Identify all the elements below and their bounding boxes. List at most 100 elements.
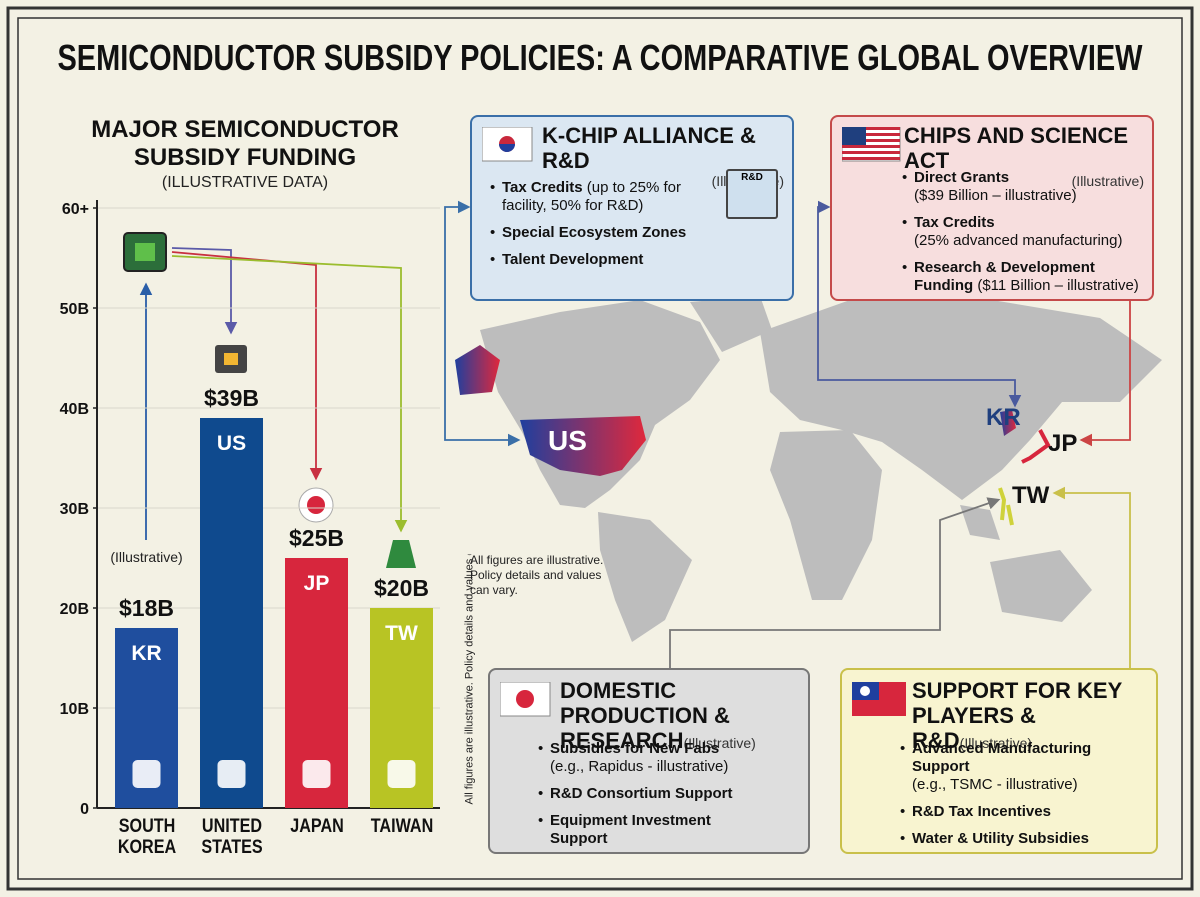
- item-head: R&D Consortium Support: [550, 785, 733, 802]
- map-label: KR: [986, 404, 1021, 431]
- x-tick-label: SOUTH KOREA: [117, 816, 176, 858]
- connector: [1052, 486, 1131, 668]
- item-detail: ($11 Billion – illustrative): [977, 277, 1139, 294]
- map-label: US: [548, 425, 587, 456]
- connector: [171, 247, 238, 335]
- korea-highlight: [1000, 410, 1016, 436]
- bar-icon: [217, 760, 246, 788]
- connector: [171, 251, 323, 481]
- bar: [200, 418, 263, 808]
- item-detail: (e.g., TSMC - illustrative): [912, 776, 1078, 793]
- connector: [669, 497, 1001, 668]
- list-item: Water & Utility Subsidies: [900, 830, 1150, 848]
- panel: DOMESTIC PRODUCTION & RESEARCH(Illustrat…: [488, 668, 810, 854]
- connector: [444, 200, 521, 447]
- chart-title: MAJOR SEMICONDUCTOR SUBSIDY FUNDING: [91, 116, 399, 171]
- item-list: Tax Credits (up to 25% for facility, 50%…: [490, 179, 700, 278]
- southeast-asia: [960, 505, 1000, 540]
- item-detail: (25% advanced manufacturing): [914, 232, 1123, 249]
- item-head: Talent Development: [502, 251, 644, 268]
- list-item: Talent Development: [490, 251, 700, 269]
- list-item: Equipment Investment Support: [538, 812, 758, 848]
- bar-icon: [302, 760, 331, 788]
- item-head: Subsidies for New Fabs: [550, 740, 720, 757]
- list-item: Subsidies for New Fabs (e.g., Rapidus - …: [538, 740, 758, 776]
- bar-code: KR: [131, 642, 161, 665]
- y-tick-label: 40B: [60, 401, 89, 418]
- panel-title: CHIPS AND SCIENCE ACT: [904, 123, 1129, 173]
- item-head: Direct Grants: [914, 169, 1010, 186]
- list-item: R&D Consortium Support: [538, 785, 758, 803]
- y-tick-label: 20B: [60, 601, 89, 618]
- annotation: (Illustrative): [110, 549, 182, 565]
- x-tick-label: TAIWAN: [370, 816, 433, 837]
- north-america: [480, 300, 720, 508]
- bar-icon: [132, 760, 161, 788]
- list-item: Special Ecosystem Zones: [490, 224, 700, 242]
- taiwan-highlight: [998, 487, 1014, 526]
- panel-title: K-CHIP ALLIANCE & R&D: [542, 123, 756, 173]
- list-item: Direct Grants ($39 Billion – illustrativ…: [902, 169, 1142, 205]
- list-item: Tax Credits (up to 25% for facility, 50%…: [490, 179, 700, 215]
- item-list: Subsidies for New Fabs (e.g., Rapidus - …: [538, 740, 758, 857]
- chip-core: [135, 243, 155, 261]
- value-label: $25B: [289, 525, 344, 551]
- flag: [500, 682, 551, 717]
- panel-heading: K-CHIP ALLIANCE & R&D(Illustrative): [542, 123, 784, 189]
- y-tick-label: 30B: [60, 501, 89, 518]
- connector: [1079, 300, 1131, 447]
- japan-highlight: [1021, 429, 1051, 464]
- icon-building: R&D: [726, 169, 778, 219]
- item-head: Tax Credits: [502, 179, 583, 196]
- panel: SUPPORT FOR KEY PLAYERS & R&D(Illustrati…: [840, 668, 1158, 854]
- value-label: $20B: [374, 575, 429, 601]
- x-tick-label: JAPAN: [289, 816, 344, 837]
- chart-subtitle: (ILLUSTRATIVE DATA): [161, 174, 329, 191]
- flag: [482, 127, 533, 162]
- flag: [842, 127, 901, 162]
- usa-highlight: [520, 416, 646, 476]
- bar-code: JP: [304, 572, 330, 595]
- y-tick-label: 10B: [60, 701, 89, 718]
- list-item: Tax Credits (25% advanced manufacturing): [902, 214, 1142, 250]
- item-detail: (e.g., Rapidus - illustrative): [550, 758, 729, 775]
- south-america: [598, 512, 692, 642]
- map-note: All figures are illustrative. Policy det…: [470, 553, 604, 597]
- flag: [852, 682, 906, 716]
- item-detail: (up to 25% for facility, 50% for R&D): [502, 179, 681, 214]
- item-head: Special Ecosystem Zones: [502, 224, 687, 241]
- panel: K-CHIP ALLIANCE & R&D(Illustrative)Tax C…: [470, 115, 794, 301]
- item-head: Advanced Manufacturing Support: [912, 740, 1092, 775]
- list-item: Advanced Manufacturing Support (e.g., TS…: [900, 740, 1150, 794]
- japan-emblem-dot: [307, 496, 325, 514]
- bar-code: TW: [385, 622, 418, 645]
- item-head: Water & Utility Subsidies: [912, 830, 1089, 847]
- map-label: TW: [1012, 482, 1050, 509]
- value-label: $39B: [204, 385, 259, 411]
- connector: [171, 255, 408, 533]
- y-tick-label: 50B: [60, 301, 89, 318]
- page-title: SEMICONDUCTOR SUBSIDY POLICIES: A COMPAR…: [58, 37, 1143, 78]
- greenland: [690, 296, 772, 352]
- frame-inner: [17, 17, 1183, 880]
- item-list: Advanced Manufacturing Support (e.g., TS…: [900, 740, 1150, 857]
- bar-code: US: [217, 432, 246, 455]
- item-head: Equipment Investment Support: [550, 812, 711, 847]
- item-head: R&D Tax Incentives: [912, 803, 1051, 820]
- item-head: Tax Credits: [914, 214, 995, 231]
- y-tick-label: 60+: [62, 201, 89, 218]
- connector: [817, 200, 1022, 408]
- africa: [770, 430, 882, 600]
- frame-outer: [6, 6, 1194, 891]
- list-item: Research & Development Funding ($11 Bill…: [902, 259, 1142, 295]
- icon-label: R&D: [741, 172, 763, 183]
- item-list: Direct Grants ($39 Billion – illustrativ…: [902, 169, 1142, 304]
- chip-core: [224, 353, 238, 365]
- australia: [990, 550, 1092, 622]
- money-bag: [386, 540, 416, 568]
- value-label: $18B: [119, 595, 174, 621]
- list-item: R&D Tax Incentives: [900, 803, 1150, 821]
- panel: CHIPS AND SCIENCE ACT(Illustrative)Direc…: [830, 115, 1154, 301]
